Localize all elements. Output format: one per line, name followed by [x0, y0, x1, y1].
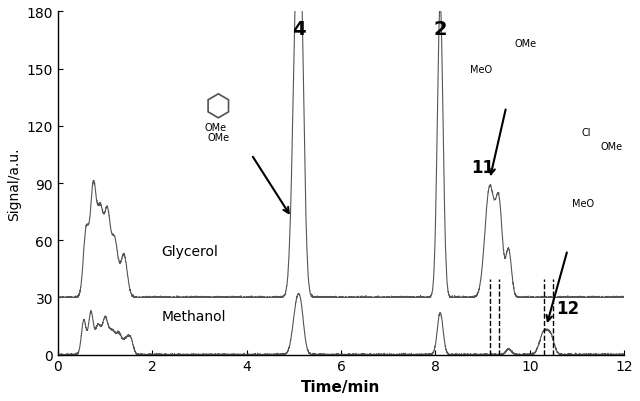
Text: Cl: Cl: [582, 128, 591, 138]
Text: OMe: OMe: [205, 122, 227, 132]
Y-axis label: Signal/a.u.: Signal/a.u.: [7, 147, 21, 220]
Text: OMe: OMe: [601, 142, 623, 151]
Text: MeO: MeO: [572, 198, 595, 209]
Text: 4: 4: [292, 20, 305, 39]
Text: OMe: OMe: [207, 132, 229, 142]
Text: Methanol: Methanol: [162, 310, 226, 324]
Text: ⬡: ⬡: [205, 93, 232, 122]
Text: Glycerol: Glycerol: [162, 245, 219, 259]
Text: 12: 12: [556, 299, 579, 317]
X-axis label: Time/min: Time/min: [301, 379, 381, 394]
Text: 2: 2: [433, 20, 447, 39]
Text: OMe: OMe: [514, 38, 536, 49]
Text: 11: 11: [471, 158, 494, 176]
Text: MeO: MeO: [470, 65, 492, 75]
